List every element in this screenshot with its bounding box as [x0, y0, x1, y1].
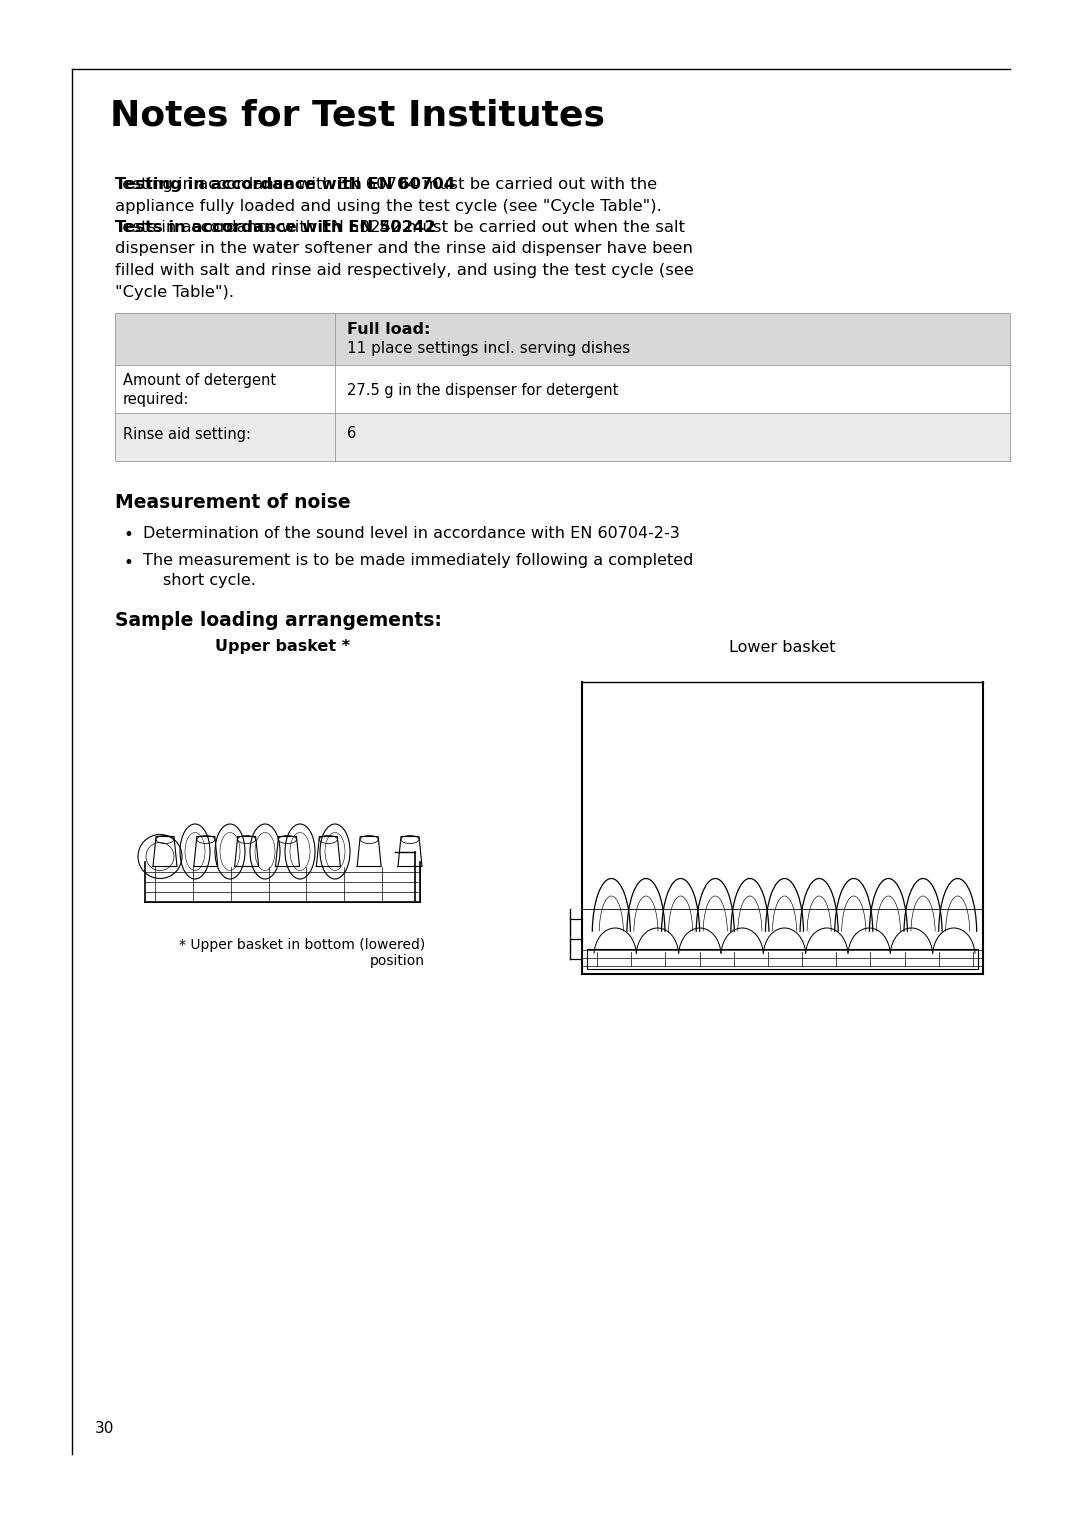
Text: Testing in accordance with EN 60704 must be carried out with the: Testing in accordance with EN 60704 must…: [114, 177, 657, 193]
Text: 27.5 g in the dispenser for detergent: 27.5 g in the dispenser for detergent: [347, 382, 619, 398]
Bar: [570, 662, 995, 991]
Text: Tests in accordance with EN 50242: Tests in accordance with EN 50242: [114, 220, 435, 235]
Text: short cycle.: short cycle.: [163, 573, 256, 589]
Bar: [570, 662, 995, 991]
Text: Lower basket: Lower basket: [729, 639, 836, 654]
Bar: [588, 948, 978, 968]
Text: Measurement of noise: Measurement of noise: [114, 492, 351, 512]
Text: Determination of the sound level in accordance with EN 60704-2-3: Determination of the sound level in acco…: [143, 526, 679, 540]
Bar: [114, 312, 1010, 460]
Text: Full load:: Full load:: [347, 323, 430, 338]
Text: appliance fully loaded and using the test cycle (see "Cycle Table").: appliance fully loaded and using the tes…: [114, 199, 662, 214]
Text: Tests in accordance with EN 50242 must be carried out when the salt: Tests in accordance with EN 50242 must b…: [114, 220, 685, 235]
Text: Rinse aid setting:: Rinse aid setting:: [123, 427, 251, 442]
Bar: [114, 364, 1010, 413]
Text: Upper basket *: Upper basket *: [215, 639, 350, 654]
Bar: [135, 662, 430, 927]
Text: 11 place settings incl. serving dishes: 11 place settings incl. serving dishes: [347, 341, 631, 356]
Text: Amount of detergent
required:: Amount of detergent required:: [123, 373, 276, 407]
Text: "Cycle Table").: "Cycle Table").: [114, 284, 234, 300]
Text: 30: 30: [95, 1420, 114, 1436]
Text: •: •: [123, 526, 133, 543]
Text: Notes for Test Institutes: Notes for Test Institutes: [110, 99, 605, 133]
Text: Sample loading arrangements:: Sample loading arrangements:: [114, 612, 442, 630]
Text: Testing in accordance with EN 60704: Testing in accordance with EN 60704: [114, 177, 455, 193]
Bar: [135, 662, 430, 927]
Text: 6: 6: [347, 427, 356, 442]
Text: position: position: [370, 954, 426, 968]
Text: The measurement is to be made immediately following a completed: The measurement is to be made immediatel…: [143, 553, 693, 569]
Bar: [114, 413, 1010, 460]
Bar: [114, 312, 1010, 364]
Text: dispenser in the water softener and the rinse aid dispenser have been: dispenser in the water softener and the …: [114, 242, 693, 257]
Text: filled with salt and rinse aid respectively, and using the test cycle (see: filled with salt and rinse aid respectiv…: [114, 263, 693, 278]
Text: * Upper basket in bottom (lowered): * Upper basket in bottom (lowered): [179, 939, 426, 953]
Text: •: •: [123, 553, 133, 572]
